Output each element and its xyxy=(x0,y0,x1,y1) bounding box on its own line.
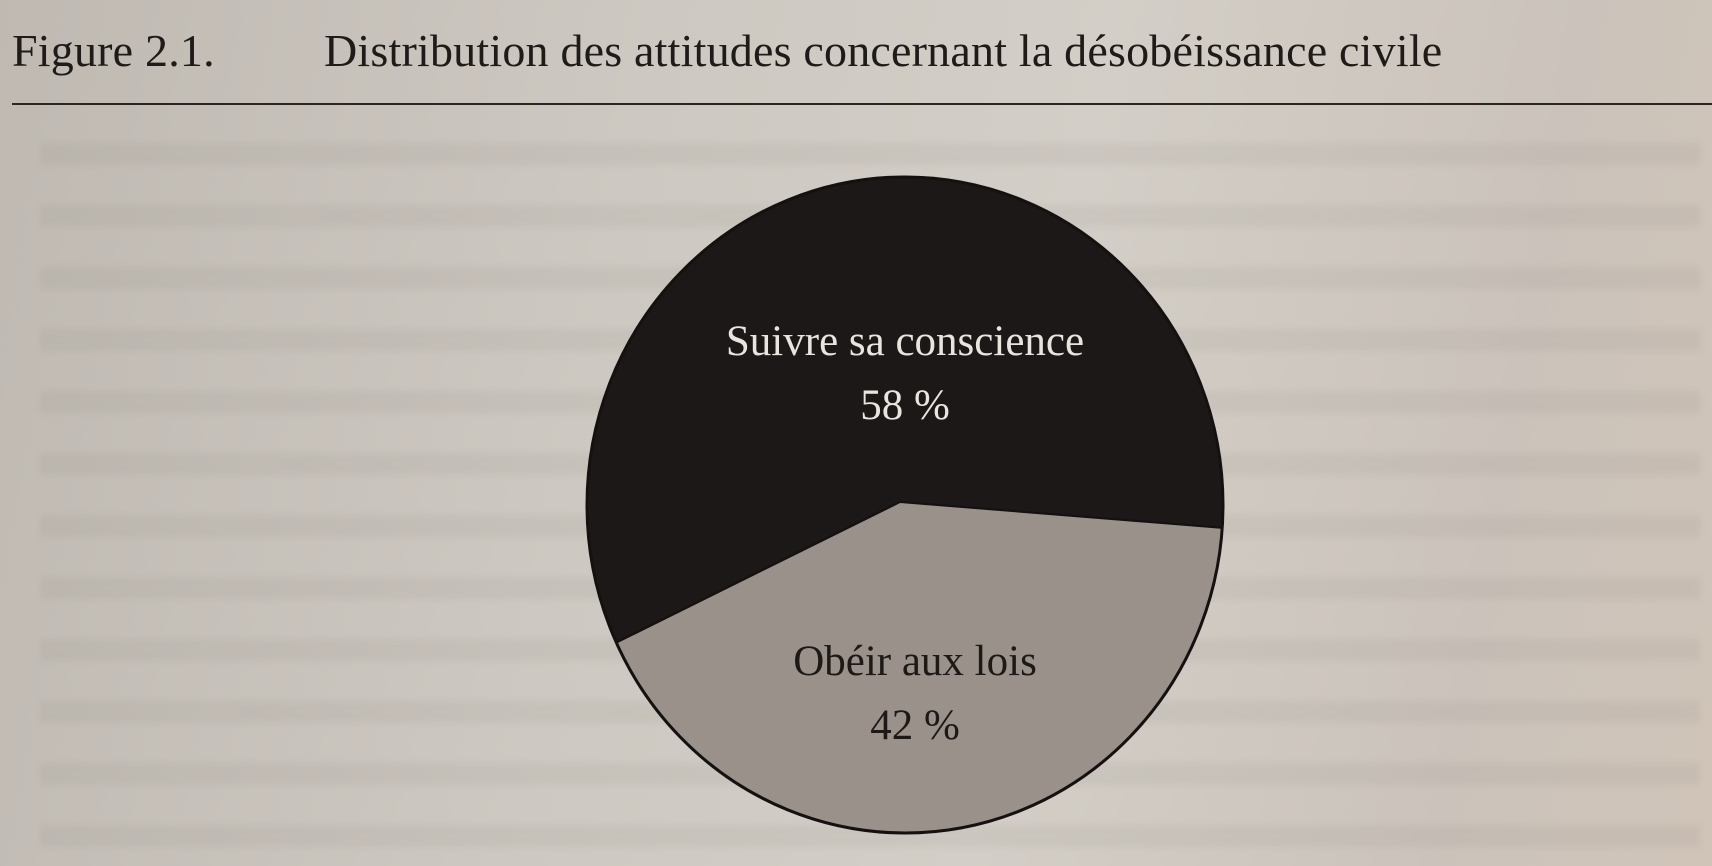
pie-slice-label: Obéir aux lois xyxy=(793,638,1037,685)
pie-slice-label: Suivre sa conscience xyxy=(726,318,1084,365)
figure-number: Figure 2.1. xyxy=(12,25,215,76)
figure-header: Figure 2.1. Distribution des attitudes c… xyxy=(12,18,1712,88)
pie-slice-value-label: 58 % xyxy=(860,382,950,429)
pie-slice-value-label: 42 % xyxy=(870,702,960,749)
pie-outline xyxy=(585,175,1225,835)
pie-labels: Suivre sa conscience 58 % Obéir aux lois 42… xyxy=(726,318,1084,749)
figure-title: Distribution des attitudes concernant la… xyxy=(324,25,1443,76)
header-rule xyxy=(12,103,1712,105)
